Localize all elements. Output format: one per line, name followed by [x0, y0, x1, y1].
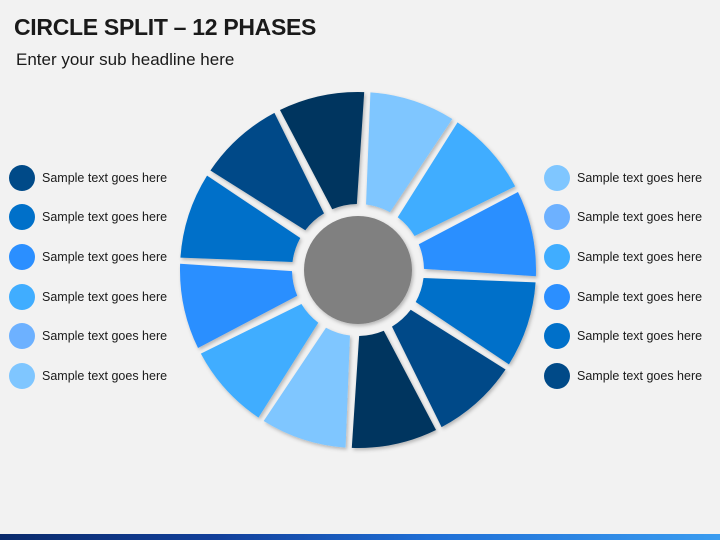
- legend-label: Sample text goes here: [577, 170, 703, 185]
- page-subtitle: Enter your sub headline here: [16, 50, 235, 69]
- legend-label: Sample text goes here: [577, 289, 703, 304]
- phase-segment: [200, 303, 319, 418]
- legend-left: Sample text goes here Sample text goes he…: [9, 158, 167, 396]
- legend-item: Sample text goes here: [544, 237, 702, 277]
- legend-label: Sample text goes here: [577, 249, 703, 264]
- legend-dot: [9, 362, 35, 389]
- legend-dot: [544, 164, 570, 191]
- legend-item: Sample text goes here: [544, 316, 702, 356]
- legend-dot: [9, 243, 35, 270]
- phase-segment: [391, 309, 506, 428]
- phase-segment: [279, 92, 365, 210]
- phase-segment: [180, 263, 298, 349]
- legend-item: Sample text goes here: [544, 277, 702, 317]
- legend-label: Sample text goes here: [42, 170, 168, 185]
- legend-dot: [9, 204, 35, 231]
- legend-item: Sample text goes here: [544, 356, 702, 396]
- legend-dot: [9, 323, 35, 350]
- legend-dot: [544, 362, 570, 389]
- center-circle: [304, 216, 412, 324]
- phase-segment: [180, 175, 301, 262]
- legend-dot: [9, 164, 35, 191]
- legend-item: Sample text goes here: [544, 158, 702, 198]
- phase-segment: [366, 92, 453, 213]
- legend-label: Sample text goes here: [577, 210, 703, 225]
- legend-dot: [544, 204, 570, 231]
- legend-dot: [544, 283, 570, 310]
- legend-item: Sample text goes here: [9, 356, 167, 396]
- legend-label: Sample text goes here: [42, 249, 168, 264]
- phase-segment: [418, 191, 536, 277]
- legend-item: Sample text goes here: [9, 198, 167, 238]
- footer-bar: [0, 534, 720, 540]
- legend-item: Sample text goes here: [9, 316, 167, 356]
- legend-label: Sample text goes here: [42, 329, 168, 344]
- legend-label: Sample text goes here: [577, 368, 703, 383]
- legend-dot: [9, 283, 35, 310]
- legend-item: Sample text goes here: [9, 158, 167, 198]
- legend-label: Sample text goes here: [577, 329, 703, 344]
- legend-item: Sample text goes here: [9, 237, 167, 277]
- phase-segment: [351, 330, 437, 448]
- legend-label: Sample text goes here: [42, 210, 168, 225]
- phase-segment: [263, 327, 350, 448]
- page-title: CIRCLE SPLIT – 12 PHASES: [14, 14, 317, 40]
- legend-item: Sample text goes here: [544, 198, 702, 238]
- legend-label: Sample text goes here: [42, 289, 168, 304]
- legend-item: Sample text goes here: [9, 277, 167, 317]
- legend-label: Sample text goes here: [42, 368, 168, 383]
- legend-right: Sample text goes here Sample text goes he…: [544, 158, 702, 396]
- legend-dot: [544, 243, 570, 270]
- legend-dot: [544, 323, 570, 350]
- phase-segment: [415, 278, 536, 365]
- phase-segment: [397, 122, 516, 237]
- phase-segment: [210, 112, 325, 231]
